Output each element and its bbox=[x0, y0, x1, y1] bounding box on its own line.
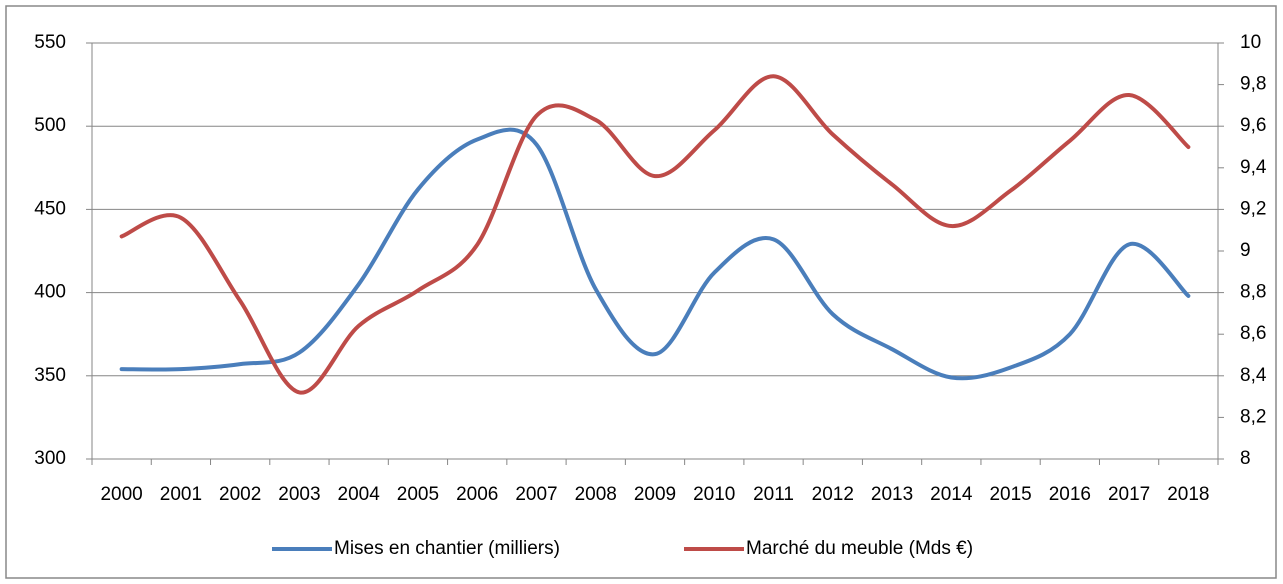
y2-tick-label: 9,2 bbox=[1240, 198, 1266, 219]
y2-tick-label: 10 bbox=[1240, 32, 1261, 53]
y-tick-label: 350 bbox=[34, 365, 66, 386]
x-tick-label: 2009 bbox=[634, 484, 676, 505]
x-tick-label: 2004 bbox=[338, 484, 381, 505]
x-tick-label: 2010 bbox=[693, 484, 735, 505]
legend-label: Marché du meuble (Mds €) bbox=[746, 538, 973, 559]
x-tick-label: 2013 bbox=[871, 484, 913, 505]
y2-tick-label: 8,6 bbox=[1240, 323, 1266, 344]
x-tick-label: 2002 bbox=[219, 484, 261, 505]
y2-tick-label: 8,8 bbox=[1240, 282, 1266, 303]
legend-label: Mises en chantier (milliers) bbox=[334, 538, 560, 559]
y-tick-label: 550 bbox=[34, 32, 66, 53]
x-tick-label: 2011 bbox=[753, 484, 794, 505]
y2-tick-label: 9,4 bbox=[1240, 157, 1267, 178]
x-tick-label: 2016 bbox=[1049, 484, 1091, 505]
x-tick-label: 2015 bbox=[989, 484, 1031, 505]
x-tick-label: 2012 bbox=[812, 484, 854, 505]
line-series bbox=[119, 74, 1191, 395]
x-tick-label: 2003 bbox=[278, 484, 320, 505]
y2-tick-label: 9 bbox=[1240, 240, 1251, 261]
line-series bbox=[119, 127, 1191, 381]
y2-tick-label: 8,4 bbox=[1240, 365, 1267, 386]
x-tick-label: 2014 bbox=[930, 484, 973, 505]
x-tick-label: 2017 bbox=[1108, 484, 1150, 505]
y-tick-label: 300 bbox=[34, 448, 66, 469]
x-tick-label: 2006 bbox=[456, 484, 498, 505]
x-tick-label: 2008 bbox=[575, 484, 617, 505]
y2-tick-label: 9,8 bbox=[1240, 74, 1266, 95]
y-tick-label: 450 bbox=[34, 198, 66, 219]
x-tick-label: 2018 bbox=[1167, 484, 1209, 505]
y2-tick-label: 9,6 bbox=[1240, 115, 1266, 136]
y2-tick-label: 8,2 bbox=[1240, 406, 1266, 427]
chart-frame bbox=[5, 5, 1277, 579]
y2-tick-label: 8 bbox=[1240, 448, 1251, 469]
x-tick-label: 2007 bbox=[515, 484, 557, 505]
y-tick-label: 400 bbox=[34, 282, 66, 303]
x-tick-label: 2000 bbox=[100, 484, 142, 505]
x-tick-label: 2005 bbox=[397, 484, 439, 505]
y-tick-label: 500 bbox=[34, 115, 66, 136]
x-tick-label: 2001 bbox=[160, 484, 202, 505]
